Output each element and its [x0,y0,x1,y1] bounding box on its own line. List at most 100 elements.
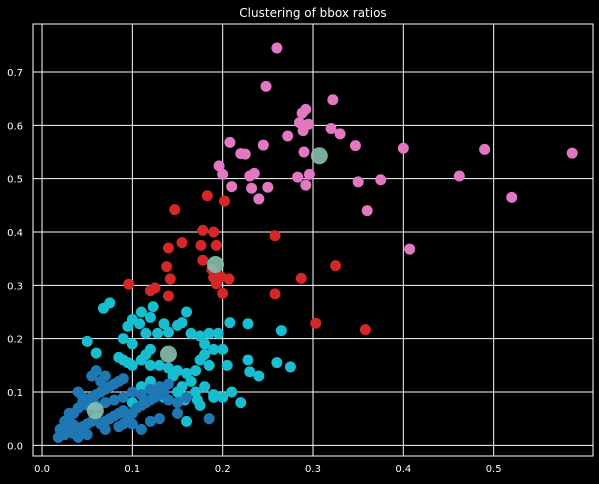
data-point [208,227,219,238]
data-point [454,171,465,182]
x-tick-label: 0.2 [215,464,231,475]
data-point [479,144,490,155]
x-tick-label: 0.0 [34,464,50,475]
data-point [211,278,222,289]
data-point [145,285,156,296]
data-point [122,321,133,332]
data-point [211,240,222,251]
data-point [152,328,163,339]
data-point [244,366,255,377]
data-point [271,357,282,368]
data-point [118,373,129,384]
data-point [161,261,172,272]
data-point [100,371,111,382]
data-point [304,169,315,180]
scatter-points [53,43,578,443]
data-point [300,180,311,191]
data-point [196,240,207,251]
data-point [335,128,346,139]
data-point [303,119,314,130]
y-tick-label: 0.0 [7,441,23,452]
data-point [506,192,517,203]
chart-title: Clustering of bbox ratios [239,6,386,20]
data-point [350,140,361,151]
data-point [296,273,307,284]
data-point [64,408,75,419]
data-point [217,169,228,180]
data-point [270,230,281,241]
data-point [253,193,264,204]
data-point [154,413,165,424]
data-point [98,303,109,314]
data-point [217,288,228,299]
data-point [91,348,102,359]
data-point [261,81,272,92]
centroid-marker [87,402,104,419]
data-point [360,324,371,335]
data-point [375,174,386,185]
data-point [163,379,174,390]
data-point [169,204,180,215]
data-point [82,336,93,347]
y-tick-label: 0.1 [7,388,23,399]
data-point [73,432,84,443]
centroid-marker [311,147,328,164]
data-point [140,328,151,339]
data-point [226,181,237,192]
data-point [136,424,147,435]
data-point [404,244,415,255]
data-point [165,273,176,284]
data-point [258,140,269,151]
data-point [181,392,192,403]
data-point [181,307,192,318]
x-tick-label: 0.1 [124,464,140,475]
data-point [202,190,213,201]
data-point [353,176,364,187]
grid [33,24,593,456]
data-point [362,205,373,216]
y-tick-label: 0.6 [7,121,23,132]
data-point [292,172,303,183]
data-point [310,318,321,329]
data-point [262,182,273,193]
data-point [276,325,287,336]
data-point [197,255,208,266]
data-point [270,288,281,299]
data-point [398,143,409,154]
y-tick-label: 0.5 [7,175,23,186]
data-point [204,360,215,371]
data-point [134,318,145,329]
data-point [224,137,235,148]
data-point [127,339,138,350]
data-point [244,171,255,182]
data-point [327,94,338,105]
data-point [298,147,309,158]
data-point [163,291,174,302]
data-point [213,328,224,339]
data-point [140,349,151,360]
data-point [197,225,208,236]
data-point [100,424,111,435]
data-point [199,381,210,392]
data-point [204,413,215,424]
data-point [242,318,253,329]
data-point [195,400,206,411]
data-point [226,387,237,398]
data-point [235,397,246,408]
data-point [224,273,235,284]
y-tick-labels: 0.0 0.1 0.2 0.3 0.4 0.5 0.6 0.7 [7,68,23,452]
y-tick-label: 0.2 [7,335,23,346]
data-point [208,392,219,403]
data-point [246,183,257,194]
data-point [242,355,253,366]
data-point [219,196,230,207]
data-point [190,365,201,376]
centroid-marker [207,256,224,273]
data-point [148,301,159,312]
data-point [145,312,156,323]
y-tick-label: 0.4 [7,228,23,239]
x-tick-labels: 0.0 0.1 0.2 0.3 0.4 0.5 [34,464,502,475]
data-point [567,148,578,159]
x-tick-label: 0.4 [395,464,411,475]
